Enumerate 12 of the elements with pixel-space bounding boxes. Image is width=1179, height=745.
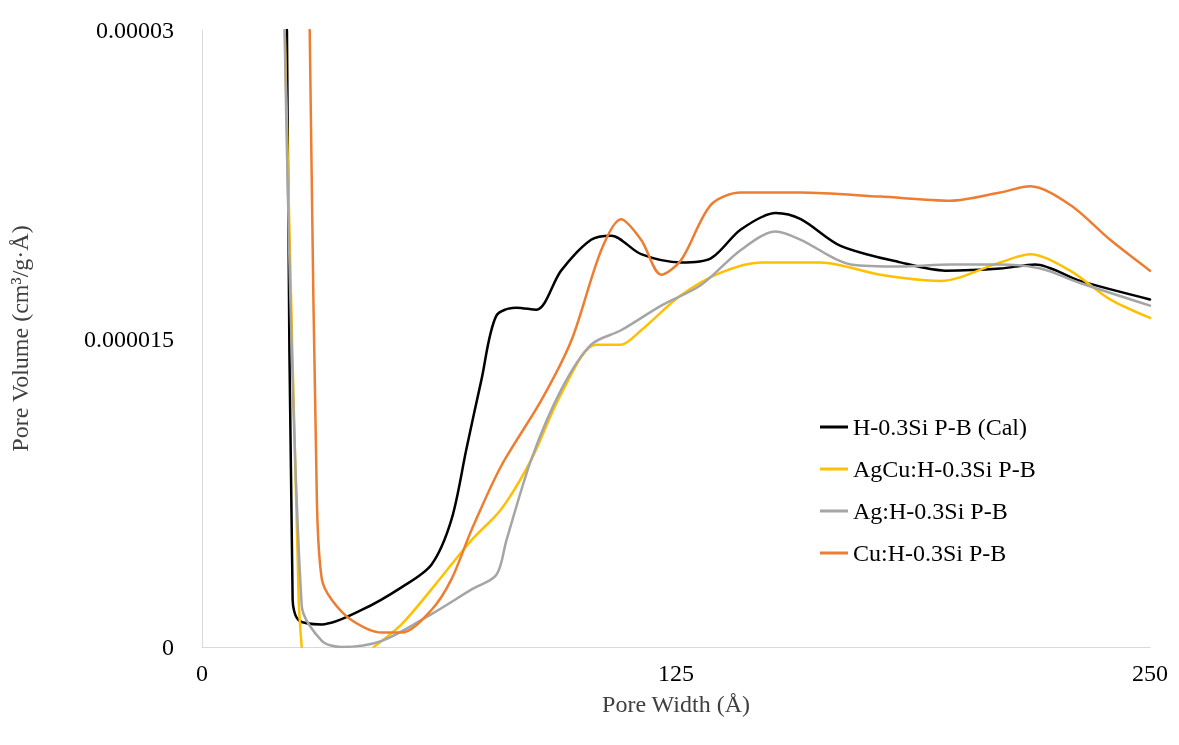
x-tick-label: 0 [196, 660, 208, 686]
x-tick-label: 125 [658, 660, 694, 686]
legend-label: Ag:H-0.3Si P-B [853, 498, 1008, 524]
legend-label: AgCu:H-0.3Si P-B [853, 456, 1036, 482]
y-tick-label: 0.00003 [96, 17, 174, 43]
y-tick-label: 0.000015 [84, 325, 174, 352]
legend-label: Cu:H-0.3Si P-B [853, 540, 1007, 566]
x-axis-title: Pore Width (Å) [602, 691, 750, 717]
y-tick-label: 0 [162, 634, 174, 660]
y-axis-title: Pore Volume (cm³/g·Å) [7, 225, 33, 452]
legend-label: H-0.3Si P-B (Cal) [853, 414, 1027, 440]
x-tick-label: 250 [1132, 660, 1168, 686]
